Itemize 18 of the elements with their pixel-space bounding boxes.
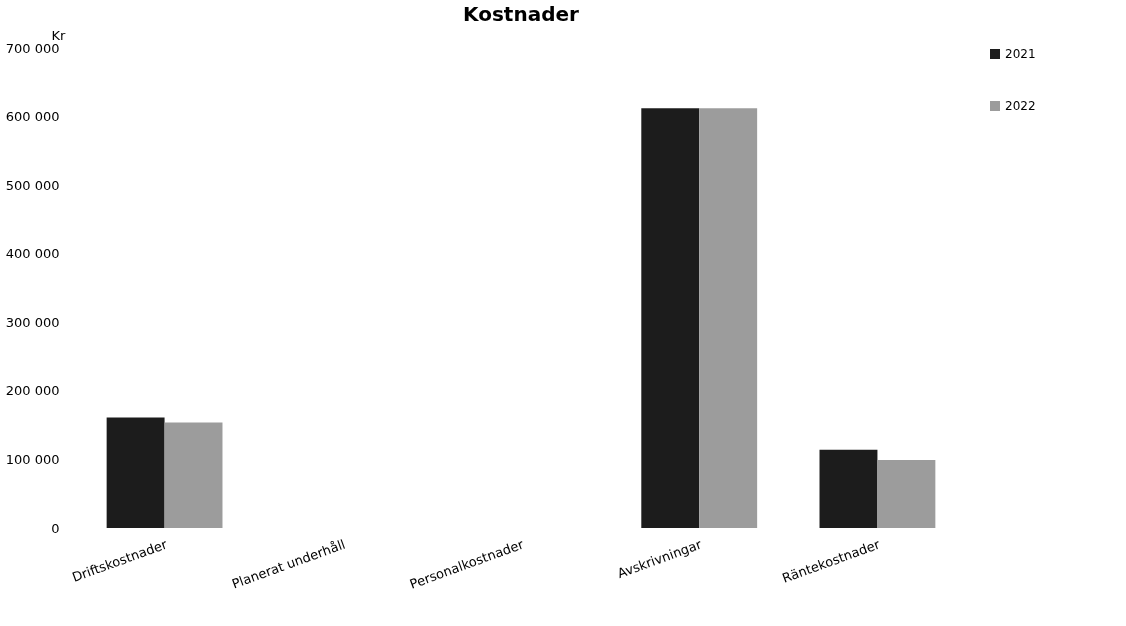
y-tick-label: 0 — [51, 520, 60, 536]
legend-label: 2022 — [1005, 99, 1036, 113]
y-tick-label: 300 000 — [5, 314, 60, 330]
y-tick-label: 400 000 — [5, 246, 60, 262]
bar — [877, 460, 936, 528]
chart-title: Kostnader — [463, 2, 580, 26]
legend-label: 2021 — [1005, 47, 1036, 61]
y-axis-title: Kr — [51, 27, 67, 43]
y-tick-label: 600 000 — [5, 109, 60, 125]
bar — [106, 417, 165, 528]
bar — [164, 422, 223, 528]
y-tick-label: 100 000 — [5, 451, 60, 467]
y-tick-label: 200 000 — [5, 383, 60, 399]
bar — [641, 108, 700, 528]
bar — [819, 449, 878, 528]
y-tick-label: 500 000 — [5, 177, 60, 193]
bar — [699, 108, 758, 528]
y-tick-label: 700 000 — [5, 40, 60, 56]
